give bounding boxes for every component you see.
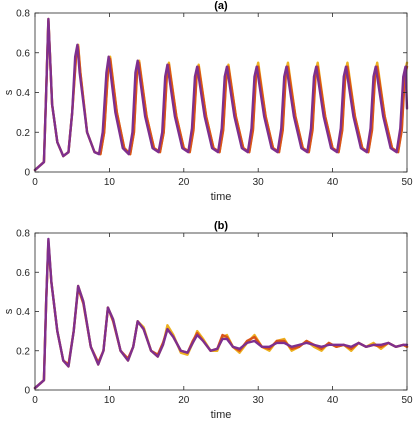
x-tick-label: 10 xyxy=(104,177,116,188)
x-tick-label: 40 xyxy=(327,177,339,188)
chart-panel-2: 0 10 20 30 40 50 0 0.2 0.4 0.6 0.8 (b) time s xyxy=(3,220,413,421)
x-axis-label: time xyxy=(211,409,232,421)
y-axis-label: s xyxy=(3,308,15,314)
x-tick-label: 0 xyxy=(32,395,38,406)
y-tick-label: 0.4 xyxy=(16,88,30,99)
y-tick-label: 0 xyxy=(24,386,30,397)
y-tick-label: 0.2 xyxy=(16,346,30,357)
y-tick-label: 0.8 xyxy=(16,9,30,20)
series-line-2 xyxy=(33,241,409,390)
x-tick-label: 10 xyxy=(104,395,116,406)
series-line-3 xyxy=(33,17,409,172)
x-tick-label: 40 xyxy=(327,395,339,406)
series-line-1 xyxy=(33,239,409,390)
x-tick-label: 20 xyxy=(178,395,190,406)
y-tick-label: 0.6 xyxy=(16,268,30,279)
x-tick-label: 30 xyxy=(253,395,265,406)
y-tick-label: 0.8 xyxy=(16,229,30,240)
y-axis-label: s xyxy=(3,89,15,95)
axes-box xyxy=(34,232,408,391)
chart-title: (b) xyxy=(214,220,228,232)
x-tick-label: 50 xyxy=(401,177,413,188)
x-tick-label: 20 xyxy=(178,177,190,188)
chart-panel-1: 0 10 20 30 40 50 0 0.2 0.4 0.6 0.8 (a) time s xyxy=(3,0,413,203)
x-tick-label: 0 xyxy=(32,177,38,188)
chart-title: (a) xyxy=(214,0,228,12)
series-line-3 xyxy=(33,237,409,390)
y-tick-label: 0.4 xyxy=(16,307,30,318)
x-tick-label: 50 xyxy=(401,395,413,406)
x-tick-label: 30 xyxy=(253,177,265,188)
x-axis-label: time xyxy=(211,191,232,203)
y-tick-label: 0.2 xyxy=(16,128,30,139)
y-tick-label: 0 xyxy=(24,168,30,179)
y-tick-label: 0.6 xyxy=(16,48,30,59)
